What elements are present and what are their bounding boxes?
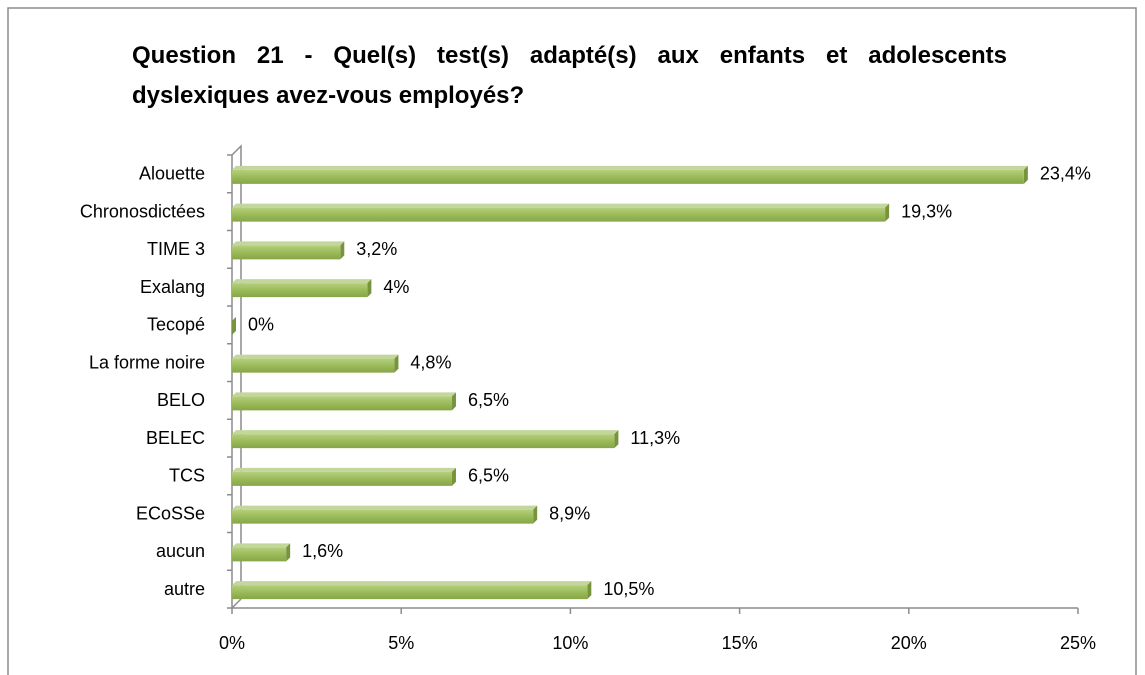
bar	[232, 547, 287, 562]
value-label: 4%	[383, 277, 409, 297]
y-tick-label: Exalang	[140, 277, 205, 297]
bar-top	[232, 505, 538, 510]
value-label: 19,3%	[901, 201, 952, 221]
y-tick-label: BELEC	[146, 428, 205, 448]
bar	[232, 509, 534, 524]
bar-top	[232, 467, 456, 472]
floor-edge	[231, 598, 242, 609]
bar-side	[394, 354, 399, 373]
value-label: 1,6%	[302, 541, 343, 561]
bar-top	[232, 581, 592, 586]
bar	[232, 245, 341, 260]
bar-side	[1023, 165, 1028, 184]
value-label: 3,2%	[356, 239, 397, 259]
value-label: 4,8%	[410, 352, 451, 372]
y-tick-label: Chronosdictées	[80, 201, 205, 221]
bar-top	[232, 241, 345, 246]
bar-side	[286, 543, 291, 562]
x-tick-label: 25%	[1060, 633, 1096, 653]
value-label: 6,5%	[468, 466, 509, 486]
y-tick-label: autre	[164, 579, 205, 599]
y-tick-label: TIME 3	[147, 239, 205, 259]
bar-side	[367, 279, 372, 298]
bar-top	[232, 165, 1028, 170]
value-label: 0%	[248, 315, 274, 335]
bar-side	[587, 581, 592, 600]
bar-top	[232, 279, 372, 284]
bar-side	[451, 392, 456, 411]
bar-side	[614, 430, 619, 449]
value-label: 6,5%	[468, 390, 509, 410]
x-tick-label: 10%	[552, 633, 588, 653]
bar	[232, 396, 452, 411]
bar	[232, 434, 615, 449]
y-tick-label: BELO	[157, 390, 205, 410]
bar	[232, 585, 588, 600]
y-tick-label: aucun	[156, 541, 205, 561]
y-tick-label: Tecopé	[147, 315, 205, 335]
bar-side	[451, 467, 456, 486]
bar-side	[232, 316, 236, 335]
value-label: 10,5%	[603, 579, 654, 599]
bar-top	[232, 543, 291, 548]
bar	[232, 471, 452, 486]
bar-top	[232, 203, 890, 208]
value-label: 23,4%	[1040, 164, 1091, 184]
chart-frame	[7, 7, 1137, 675]
y-tick-label: La forme noire	[89, 352, 205, 372]
y-tick-label: Alouette	[139, 164, 205, 184]
x-tick-label: 20%	[891, 633, 927, 653]
bar	[232, 207, 886, 222]
bar-side	[533, 505, 538, 524]
value-label: 11,3%	[630, 428, 680, 448]
x-tick-label: 15%	[722, 633, 758, 653]
bar-top	[232, 392, 456, 397]
bar-side	[885, 203, 890, 222]
x-tick-label: 5%	[388, 633, 414, 653]
bar	[232, 283, 368, 298]
bar-side	[340, 241, 345, 260]
bar-top	[232, 430, 619, 435]
y-tick-label: ECoSSe	[136, 503, 205, 523]
x-tick-label: 0%	[219, 633, 245, 653]
bar	[232, 169, 1024, 184]
bar	[232, 358, 395, 373]
chart-title: Question 21 - Quel(s) test(s) adapté(s) …	[132, 42, 1007, 109]
bar-top	[232, 354, 399, 359]
y-tick-label: TCS	[169, 466, 205, 486]
value-label: 8,9%	[549, 503, 590, 523]
